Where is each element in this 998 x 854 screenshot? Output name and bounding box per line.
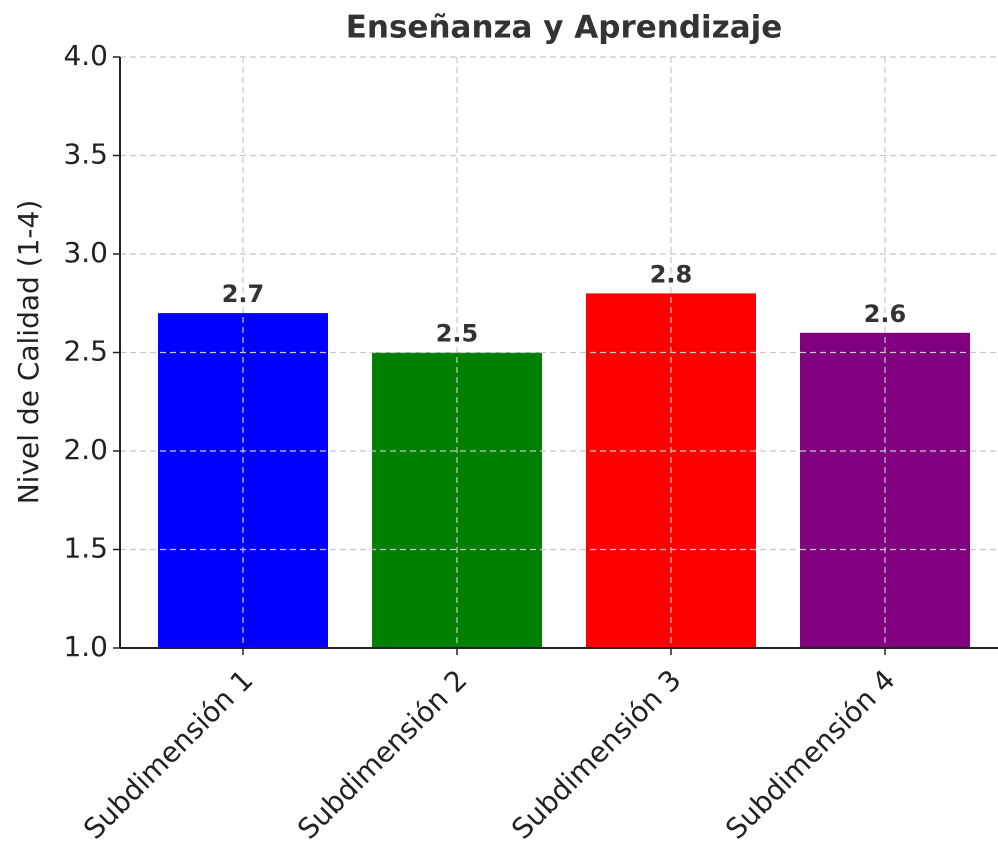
y-tick-label: 3.0 <box>63 236 108 269</box>
y-tick-label: 4.0 <box>63 39 108 72</box>
y-tick-label: 2.0 <box>63 433 108 466</box>
x-tick-label: Subdimensión 3 <box>505 663 687 845</box>
y-tick-label: 1.5 <box>63 532 108 565</box>
value-label: 2.8 <box>650 260 693 288</box>
value-label: 2.5 <box>436 320 479 348</box>
value-label: 2.6 <box>864 300 907 328</box>
x-tick-label: Subdimensión 1 <box>77 663 259 845</box>
x-tick-label: Subdimensión 2 <box>291 663 473 845</box>
x-tick-label: Subdimensión 4 <box>719 663 901 845</box>
y-tick-label: 2.5 <box>63 335 108 368</box>
value-label: 2.7 <box>222 280 265 308</box>
y-tick-label: 1.0 <box>63 630 108 663</box>
y-axis-label: Nivel de Calidad (1-4) <box>12 200 45 505</box>
y-tick-label: 3.5 <box>63 138 108 171</box>
chart-title: Enseñanza y Aprendizaje <box>346 10 783 46</box>
